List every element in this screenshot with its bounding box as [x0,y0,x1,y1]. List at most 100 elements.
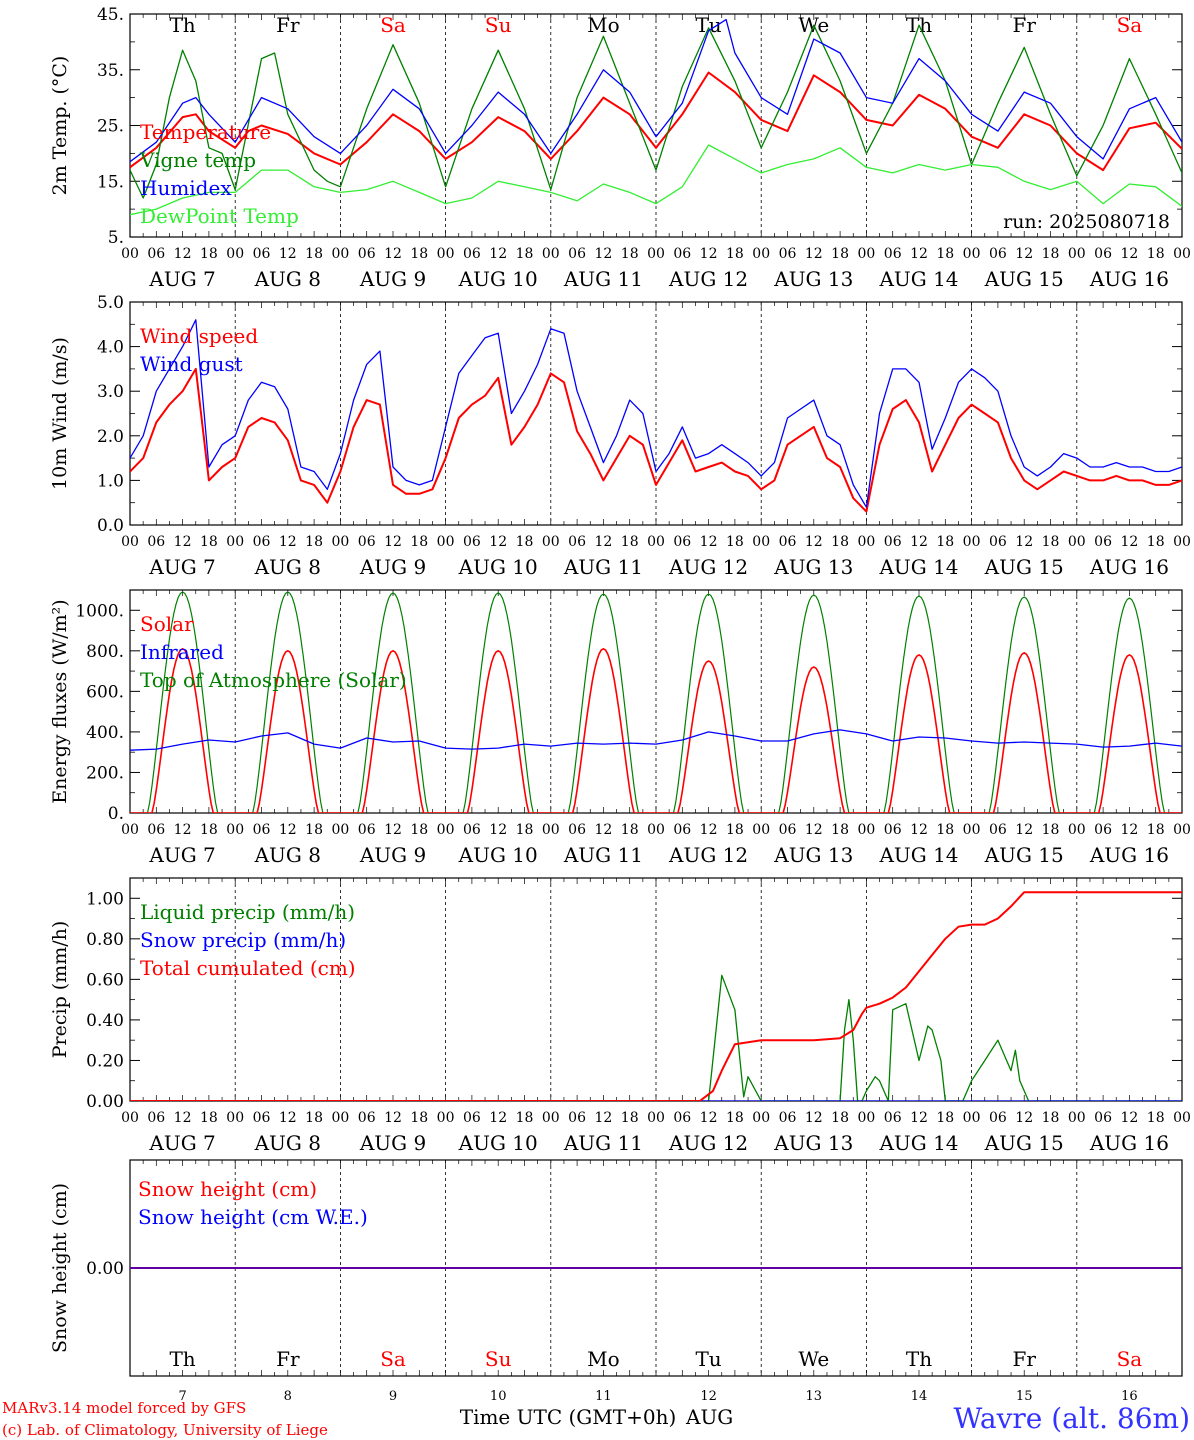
hour-label: 12 [594,534,612,550]
station-name: Wavre (alt. 86m) [954,1402,1190,1435]
credit-line-2: (c) Lab. of Climatology, University of L… [2,1421,328,1439]
hour-label: 12 [1015,822,1033,838]
y-tick-label: 0.00 [86,1092,124,1112]
hour-label: 12 [384,534,402,550]
hour-label: 06 [568,534,586,550]
date-label: AUG 12 [668,843,748,867]
hour-label: 18 [621,822,639,838]
hour-label: 18 [936,1110,954,1126]
hour-label: 18 [200,534,218,550]
hour-label: 12 [174,246,192,262]
date-label: AUG 12 [668,267,748,291]
weekday-label: Su [485,1347,512,1371]
hour-label: 06 [884,1110,902,1126]
legend-entry: Infrared [140,640,224,664]
plot-area [130,591,1182,813]
hour-label: 12 [910,246,928,262]
series-line-wind-gust [130,319,1182,508]
y-tick-label: 25. [97,117,124,137]
hour-label: 18 [516,822,534,838]
y-tick-label: 5.0 [97,293,124,313]
hour-label: 00 [331,822,349,838]
hour-label: 06 [147,822,165,838]
hour-label: 00 [1068,534,1086,550]
hour-label: 12 [384,822,402,838]
hour-label: 18 [621,1110,639,1126]
legend-entry: Wind speed [140,324,258,348]
hour-label: 00 [226,534,244,550]
series-line-temperature [130,71,1182,172]
hour-label: 00 [752,534,770,550]
hour-label: 12 [910,1110,928,1126]
hour-label: 12 [700,822,718,838]
hour-label: 18 [831,246,849,262]
weekday-label: Mo [587,1347,620,1371]
date-label: AUG 16 [1089,555,1169,579]
hour-label: 00 [226,1110,244,1126]
hour-label: 00 [542,534,560,550]
day-number: 12 [700,1389,717,1404]
y-tick-label: 15. [97,172,124,192]
hour-label: 18 [1147,1110,1165,1126]
hour-label: 12 [174,534,192,550]
y-axis-label: Energy fluxes (W/m²) [49,599,71,803]
hour-label: 18 [410,246,428,262]
hour-label: 18 [200,246,218,262]
hour-label: 18 [726,534,744,550]
hour-label: 18 [1147,534,1165,550]
hour-label: 00 [857,822,875,838]
series-line-humidex [130,18,1182,163]
date-label: AUG 16 [1089,267,1169,291]
hour-label: 06 [568,822,586,838]
y-tick-label: 0.0 [97,516,124,536]
hour-label: 06 [253,534,271,550]
plot-area [130,18,1182,216]
hour-label: 06 [779,1110,797,1126]
date-label: AUG 9 [359,843,426,867]
series-line-toa-solar [130,591,1182,813]
hour-label: 12 [805,246,823,262]
series-line-solar [130,647,1182,813]
day-number: 14 [911,1389,928,1404]
hour-label: 06 [673,246,691,262]
date-label: AUG 13 [773,555,853,579]
date-label: AUG 7 [148,1131,215,1155]
series-line-liquid-precip-mm-h- [130,974,1182,1101]
hour-label: 00 [857,1110,875,1126]
y-tick-label: 0.40 [86,1011,124,1031]
hour-label: 06 [1094,534,1112,550]
y-tick-label: 4.0 [97,338,124,358]
hour-label: 12 [805,534,823,550]
hour-label: 18 [726,246,744,262]
hour-label: 00 [963,534,981,550]
y-tick-label: 600. [86,682,124,702]
y-tick-label: 0.00 [86,1259,124,1279]
date-label: AUG 14 [878,267,958,291]
weekday-label: Th [906,1347,932,1371]
y-tick-label: 1.00 [86,889,124,909]
weekday-label: Th [169,13,195,37]
date-label: AUG 12 [668,555,748,579]
hour-label: 06 [147,534,165,550]
hour-label: 06 [1094,1110,1112,1126]
credit-line-1: MARv3.14 model forced by GFS [2,1399,246,1417]
hour-label: 12 [279,1110,297,1126]
hour-label: 12 [1015,246,1033,262]
hour-label: 12 [594,246,612,262]
legend-entry: Vigne temp [139,148,256,172]
hour-label: 18 [305,246,323,262]
hour-label: 00 [542,1110,560,1126]
weekday-label: Sa [1117,1347,1143,1371]
hour-label: 00 [331,534,349,550]
hour-label: 12 [1015,1110,1033,1126]
hour-label: 12 [805,822,823,838]
hour-label: 18 [831,534,849,550]
hour-label: 00 [226,822,244,838]
x-axis-label: Time UTC (GMT+0h) [460,1405,677,1429]
date-label: AUG 9 [359,555,426,579]
weekday-label: Sa [380,13,406,37]
day-number: 15 [1016,1389,1033,1404]
date-label: AUG 11 [563,555,643,579]
hour-label: 00 [857,534,875,550]
y-tick-label: 0.20 [86,1051,124,1071]
